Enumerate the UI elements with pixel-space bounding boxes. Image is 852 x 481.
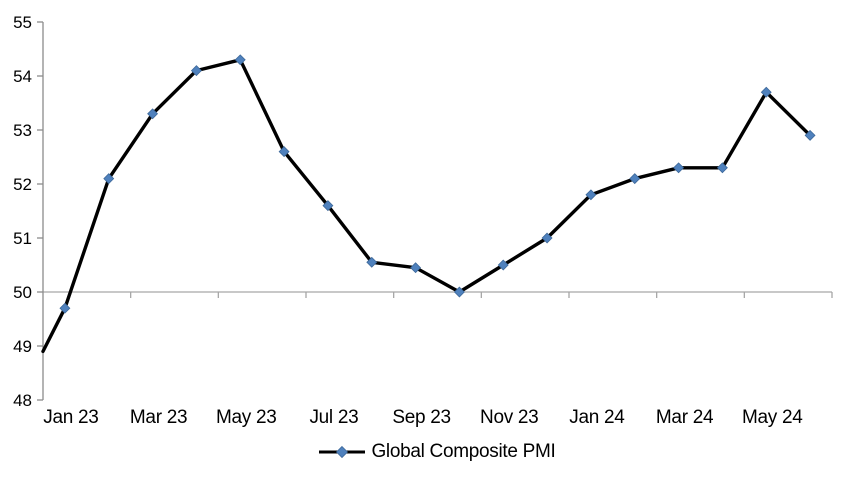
data-point-marker xyxy=(190,65,202,77)
x-axis-tick-label: May 24 xyxy=(742,407,803,428)
data-point-marker xyxy=(629,173,641,185)
x-axis-tick-label: Jul 23 xyxy=(309,407,358,428)
data-point-marker xyxy=(59,302,71,314)
x-axis-tick-label: Nov 23 xyxy=(480,407,538,428)
data-point-marker xyxy=(804,129,816,141)
pmi-line-series xyxy=(41,58,812,354)
legend-label: Global Composite PMI xyxy=(371,441,556,462)
data-point-marker xyxy=(234,54,246,66)
legend: Global Composite PMI xyxy=(43,441,832,463)
x-axis-tick-label: Mar 23 xyxy=(130,407,187,428)
x-axis-tick-label: May 23 xyxy=(216,407,277,428)
legend-line-diamond-icon xyxy=(319,445,366,459)
data-point-marker xyxy=(541,232,553,244)
x-axis-tick-label: Sep 23 xyxy=(392,407,450,428)
y-axis-tick-label: 55 xyxy=(13,13,32,32)
y-axis-tick-label: 53 xyxy=(13,121,32,140)
data-point-marker xyxy=(410,262,422,274)
data-point-marker xyxy=(760,86,772,98)
data-point-marker xyxy=(322,200,334,212)
y-axis-tick-label: 50 xyxy=(13,283,32,302)
y-axis-tick-label: 54 xyxy=(13,67,32,86)
data-point-marker xyxy=(278,146,290,158)
y-axis-tick-label: 52 xyxy=(13,175,32,194)
y-axis-tick-label: 49 xyxy=(13,337,32,356)
data-point-marker xyxy=(716,162,728,174)
data-point-marker xyxy=(497,259,509,271)
x-axis-tick-label: Mar 24 xyxy=(656,407,714,428)
x-axis-tick-label: Jan 24 xyxy=(569,407,625,428)
data-point-marker xyxy=(366,256,378,268)
data-point-marker xyxy=(585,189,597,201)
data-point-marker xyxy=(147,108,159,120)
x-axis-tick-label: Jan 23 xyxy=(43,407,98,428)
data-point-marker xyxy=(103,173,115,185)
y-axis-tick-label: 51 xyxy=(13,229,32,248)
data-point-marker xyxy=(673,162,685,174)
data-point-marker xyxy=(453,286,465,298)
y-axis-tick-label: 48 xyxy=(13,391,32,410)
